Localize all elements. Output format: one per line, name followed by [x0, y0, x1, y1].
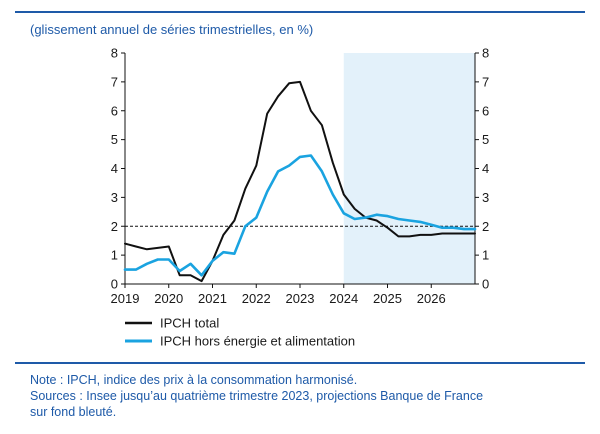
y-tick-label-right: 1	[482, 248, 489, 263]
x-tick-label: 2021	[198, 291, 227, 306]
x-tick-label: 2019	[111, 291, 140, 306]
x-tick-label: 2026	[417, 291, 446, 306]
y-tick-label-right: 5	[482, 132, 489, 147]
bottom-rule	[15, 362, 585, 364]
y-axis-left-ticks: 0 1 2 3 4 5 6 7 8	[111, 46, 125, 292]
y-axis-right-ticks: 0 1 2 3 4 5 6 7 8	[475, 46, 489, 292]
x-tick-label: 2025	[373, 291, 402, 306]
y-tick-label-left: 7	[111, 74, 118, 89]
y-tick-label-left: 6	[111, 103, 118, 118]
y-tick-label-left: 1	[111, 248, 118, 263]
note-text: Note : IPCH, indice des prix à la consom…	[30, 373, 358, 387]
y-tick-label-right: 2	[482, 219, 489, 234]
y-tick-label-left: 5	[111, 132, 118, 147]
x-tick-label: 2020	[154, 291, 183, 306]
x-tick-label: 2024	[329, 291, 358, 306]
y-tick-label-left: 4	[111, 161, 118, 176]
notes-block: Note : IPCH, indice des prix à la consom…	[30, 372, 585, 420]
y-tick-label-right: 7	[482, 74, 489, 89]
legend-label-ipch-total: IPCH total	[160, 316, 219, 331]
inflation-chart: 0 1 2 3 4 5 6 7 8 0 1 2 3 4 5 6 7 8 2019 2020 2021 2022 2023…	[111, 46, 490, 349]
y-tick-label-left: 0	[111, 277, 118, 292]
projection-area	[343, 53, 475, 284]
y-tick-label-left: 3	[111, 190, 118, 205]
series-line-ipch-total	[124, 80, 476, 283]
x-axis-ticks: 2019 2020 2021 2022 2023 2024 2025 2026	[111, 284, 446, 306]
y-tick-label-left: 2	[111, 219, 118, 234]
projection-shading	[343, 53, 475, 284]
chart-subtitle: (glissement annuel de séries trimestriel…	[30, 22, 314, 37]
sources-text-continued: sur fond bleuté.	[30, 405, 117, 419]
legend: IPCH total IPCH hors énergie et alimentat…	[125, 316, 355, 349]
y-tick-label-left: 8	[111, 46, 118, 61]
legend-label-ipch-core: IPCH hors énergie et alimentation	[160, 334, 355, 349]
y-tick-label-right: 0	[482, 277, 489, 292]
series-line-ipch-core	[123, 154, 477, 277]
series-lines	[123, 80, 477, 283]
top-rule	[15, 11, 585, 13]
y-tick-label-right: 3	[482, 190, 489, 205]
x-tick-label: 2023	[286, 291, 315, 306]
sources-text: Sources : Insee jusqu’au quatrième trime…	[30, 389, 484, 403]
x-tick-label: 2022	[242, 291, 271, 306]
y-tick-label-right: 8	[482, 46, 489, 61]
y-tick-label-right: 4	[482, 161, 489, 176]
y-tick-label-right: 6	[482, 103, 489, 118]
